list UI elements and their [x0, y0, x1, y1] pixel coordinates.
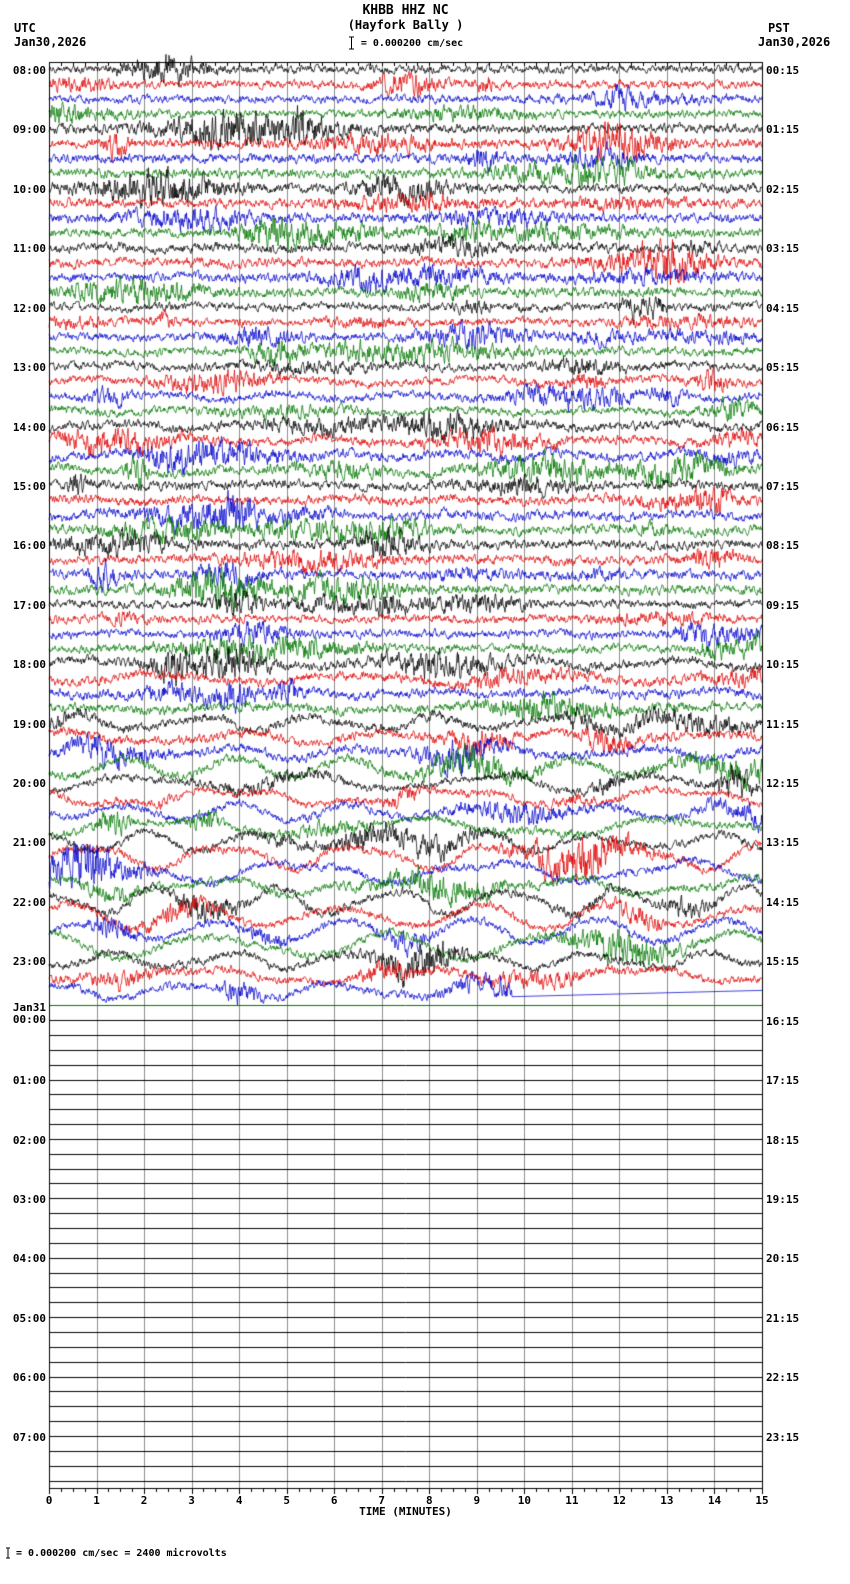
- scale-label: = 0.000200 cm/sec: [360, 37, 464, 49]
- station-subtitle: (Hayfork Bally ): [347, 18, 464, 32]
- scale-indicator: = 0.000200 cm/sec: [49, 36, 762, 50]
- utc-date-label: Jan31: [12, 1000, 46, 1014]
- pst-hour-label: 13:15: [766, 836, 800, 850]
- pst-hour-label: 05:15: [766, 361, 800, 375]
- x-axis-tick-label: 4: [235, 1494, 243, 1507]
- pst-hour-label: 09:15: [766, 598, 800, 612]
- x-axis-tick-label: 13: [660, 1494, 674, 1507]
- pst-hour-label: 16:15: [766, 1014, 800, 1028]
- utc-hour-label: Jan31 00:00: [2, 1000, 46, 1026]
- utc-hour-label: 01:00: [12, 1074, 46, 1088]
- x-axis-tick-label: 10: [517, 1494, 531, 1507]
- pst-hour-label: 11:15: [766, 717, 800, 731]
- utc-hour-label: 06:00: [12, 1371, 46, 1385]
- utc-hour-label: 16:00: [12, 539, 46, 553]
- pst-hour-label: 22:15: [766, 1371, 800, 1385]
- x-axis-tick-label: 7: [378, 1494, 386, 1507]
- utc-hour-label: 12:00: [12, 301, 46, 315]
- x-axis-tick-label: 9: [473, 1494, 481, 1507]
- footer-scale-note: = 0.000200 cm/sec = 2400 microvolts: [5, 1547, 227, 1559]
- pst-hour-label: 01:15: [766, 123, 800, 137]
- utc-hour-label: 11:00: [12, 242, 46, 256]
- pst-hour-label: 06:15: [766, 420, 800, 434]
- pst-hour-label: 02:15: [766, 182, 800, 196]
- x-axis-tick-label: 15: [755, 1494, 769, 1507]
- pst-hour-label: 10:15: [766, 658, 800, 672]
- x-axis-tick-label: 6: [330, 1494, 338, 1507]
- pst-hour-label: 17:15: [766, 1074, 800, 1088]
- utc-hour-label: 22:00: [12, 895, 46, 909]
- left-timezone-label: UTC: [14, 21, 36, 35]
- x-axis-title: TIME (MINUTES): [359, 1505, 452, 1518]
- x-axis-tick-label: 12: [612, 1494, 627, 1507]
- utc-hour-label: 17:00: [12, 598, 46, 612]
- utc-hour-label: 07:00: [12, 1430, 46, 1444]
- pst-hour-label: 20:15: [766, 1252, 800, 1266]
- left-date: Jan30,2026: [14, 35, 87, 49]
- utc-hour-label: 10:00: [12, 182, 46, 196]
- utc-hour-label: 08:00: [12, 64, 46, 77]
- utc-hour-label: 13:00: [12, 361, 46, 375]
- pst-hour-label: 21:15: [766, 1311, 800, 1325]
- pst-hour-label: 19:15: [766, 1192, 800, 1206]
- pst-hour-label: 00:15: [766, 64, 800, 77]
- utc-hour-label: 15:00: [12, 479, 46, 493]
- pst-hour-label: 12:15: [766, 777, 800, 790]
- x-axis-tick-label: 1: [93, 1494, 100, 1507]
- utc-hour-label: 14:00: [12, 420, 46, 434]
- footer-scale-text: = 0.000200 cm/sec = 2400 microvolts: [16, 1547, 227, 1559]
- x-axis-tick-label: 14: [707, 1494, 722, 1507]
- utc-hour-label: 20:00: [12, 777, 46, 790]
- utc-hour-label: 18:00: [12, 658, 46, 672]
- station-title: KHBB HHZ NC: [362, 3, 449, 18]
- utc-hour-label: 19:00: [12, 717, 46, 731]
- pst-hour-label: 14:15: [766, 895, 800, 909]
- x-axis-tick-label: 0: [45, 1494, 53, 1507]
- scale-bar-icon: [348, 36, 354, 50]
- x-axis-tick-label: 5: [283, 1494, 290, 1507]
- x-axis-tick-label: 11: [565, 1494, 579, 1507]
- utc-hour-label: 09:00: [12, 123, 46, 137]
- pst-hour-label: 18:15: [766, 1133, 800, 1147]
- pst-hour-label: 03:15: [766, 242, 800, 256]
- pst-hour-label: 04:15: [766, 301, 800, 315]
- utc-hour-label: 23:00: [12, 955, 46, 969]
- utc-hour-label: 03:00: [12, 1192, 46, 1206]
- utc-hour-label: 02:00: [12, 1133, 46, 1147]
- x-axis-tick-label: 8: [425, 1494, 433, 1507]
- utc-hour-label: 21:00: [12, 836, 46, 850]
- pst-hour-label: 07:15: [766, 479, 800, 493]
- utc-time-label: 00:00: [12, 1012, 46, 1026]
- utc-hour-label: 05:00: [12, 1311, 46, 1325]
- right-date: Jan30,2026: [758, 35, 831, 49]
- right-timezone-label: PST: [768, 21, 790, 35]
- pst-hour-label: 08:15: [766, 539, 800, 553]
- x-axis-tick-label: 3: [188, 1494, 195, 1507]
- x-axis-tick-label: 2: [140, 1494, 148, 1507]
- pst-hour-label: 23:15: [766, 1430, 800, 1444]
- utc-hour-label: 04:00: [12, 1252, 46, 1266]
- pst-hour-label: 15:15: [766, 955, 800, 969]
- scale-bar-icon: [6, 1547, 10, 1559]
